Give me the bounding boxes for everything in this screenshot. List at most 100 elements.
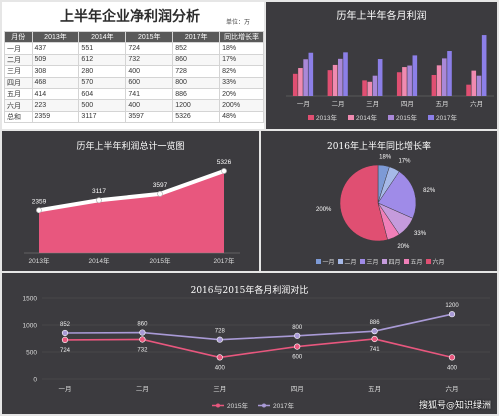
data-label: 1200 [445, 303, 459, 309]
bar [332, 64, 338, 96]
legend-swatch [404, 259, 409, 264]
pie-label: 33% [414, 231, 427, 237]
pie-label: 82% [423, 188, 436, 194]
data-point [221, 168, 227, 174]
yoy-pie-chart: 18% 17% 82% 33% 20% 200% 一月 二月 三月 四月 五月 六月 [316, 155, 445, 266]
data-label: 886 [370, 320, 381, 326]
legend-label: 六月 [433, 258, 445, 266]
data-label: 724 [60, 348, 71, 354]
x-tick-label: 二月 [136, 385, 149, 393]
bar [372, 75, 378, 96]
data-point [216, 354, 223, 361]
compare-line-chart: 0 500 1000 1500 一月 二月 三月 四月 五月 六月 724 732 400 600 741 4… [23, 296, 490, 410]
table-row: 一月 437 551 724 852 18% [4, 42, 264, 55]
pie-slice [377, 171, 417, 219]
data-point [216, 336, 223, 343]
table-cell: 860 [172, 53, 221, 67]
table-cell: 400 [125, 99, 174, 112]
bar [412, 55, 418, 96]
table-row: 六月 223 500 400 1200 200% [4, 99, 264, 112]
data-point [371, 328, 378, 335]
data-label: 2359 [32, 198, 47, 205]
bar [466, 84, 471, 96]
table-header-cell: 2017年 [172, 30, 221, 44]
data-point [61, 336, 69, 344]
table-cell: 33% [219, 76, 264, 89]
x-tick-label: 六月 [446, 384, 459, 393]
data-point [371, 335, 378, 343]
compare-chart-title: 2016与2015年各月利润对比 [190, 286, 309, 296]
monthly-bar-chart-panel: 历年上半年各月利润 一月 二月 三月 四月 五月 六月 2013年 2014年 2015年 201… [266, 2, 497, 129]
table-cell: 200% [219, 99, 264, 112]
legend-label: 2015年 [227, 401, 248, 410]
table-header-row: 月份 2013年 2014年 2015年 2017年 同比增长率 [4, 30, 264, 44]
legend-label: 2017年 [436, 113, 457, 122]
x-tick-label: 三月 [213, 385, 226, 393]
legend-swatch [348, 115, 354, 120]
legend-swatch [308, 115, 314, 120]
legend-marker [216, 403, 220, 408]
pie-label: 18% [379, 155, 392, 161]
x-tick-label: 五月 [436, 100, 449, 108]
series-line [64, 313, 453, 341]
data-point [448, 311, 456, 318]
bar [436, 65, 442, 96]
table-cell: 551 [78, 42, 127, 55]
legend-swatch [338, 259, 343, 264]
compare-line-chart-panel: 2016与2015年各月利润对比 0 500 1000 1500 一月 二月 三月 四月 五月 六… [2, 273, 497, 414]
bar [327, 70, 333, 96]
table-cell: 732 [125, 53, 174, 67]
table-cell: 1200 [172, 99, 221, 112]
table-cell: 三月 [4, 65, 33, 78]
table-cell: 2359 [31, 110, 80, 124]
x-tick-label: 三月 [366, 100, 379, 108]
legend-label: 三月 [367, 259, 379, 266]
legend-label: 2017年 [273, 401, 294, 410]
data-label: 728 [215, 329, 226, 335]
table-cell: 一月 [4, 42, 33, 55]
table-cell: 18% [219, 42, 264, 55]
table-cell: 612 [78, 53, 127, 67]
x-tick-label: 四月 [291, 385, 304, 393]
data-label: 741 [370, 347, 381, 353]
data-label: 400 [215, 365, 226, 371]
table-cell: 四月 [4, 76, 33, 89]
legend-swatch [428, 115, 434, 120]
profit-table-panel: 上半年企业净利润分析 单位：万 月份 2013年 2014年 2015年 2017年 同比… [2, 2, 264, 129]
table-cell: 二月 [4, 53, 33, 67]
table-cell: 414 [31, 87, 80, 101]
table-cell: 724 [125, 42, 174, 55]
x-tick-label: 2015年 [150, 256, 171, 265]
bar [298, 68, 303, 96]
pie-label: 17% [398, 159, 411, 165]
bar [396, 72, 402, 96]
pie-slice [339, 164, 388, 242]
table-cell: 六月 [4, 99, 33, 112]
data-point [448, 354, 456, 361]
data-label: 3117 [92, 188, 106, 195]
x-tick-label: 五月 [368, 385, 381, 393]
table-header-cell: 2015年 [125, 30, 174, 44]
bar [367, 81, 373, 96]
table-cell: 308 [31, 65, 80, 78]
total-area-chart: 2359 2013年 3117 2014年 3597 2015年 5326 2017年 [24, 159, 240, 265]
area-fill [39, 171, 224, 253]
table-cell: 五月 [4, 87, 33, 101]
bar [362, 80, 367, 96]
data-point [61, 329, 69, 337]
series-line [64, 338, 453, 359]
x-tick-label: 一月 [59, 385, 72, 393]
bar [308, 52, 314, 96]
x-tick-label: 六月 [470, 99, 483, 108]
data-point [36, 207, 42, 214]
total-chart-title: 历年上半年利润总计一览图 [76, 142, 185, 152]
legend-label: 一月 [323, 259, 335, 266]
yoy-chart-title: 2016年上半年同比增长率 [327, 142, 431, 152]
table-body: 一月 437 551 724 852 18% 二月 509 612 732 860 17% 三月 308 2… [4, 42, 264, 124]
monthly-bar-chart: 一月 二月 三月 四月 五月 六月 2013年 2014年 2015年 2017年 [286, 35, 494, 122]
table-cell: 500 [78, 99, 127, 112]
table-header-cell: 2013年 [31, 30, 80, 44]
area-line [38, 169, 225, 213]
data-label: 860 [137, 322, 148, 328]
bar [377, 59, 383, 96]
